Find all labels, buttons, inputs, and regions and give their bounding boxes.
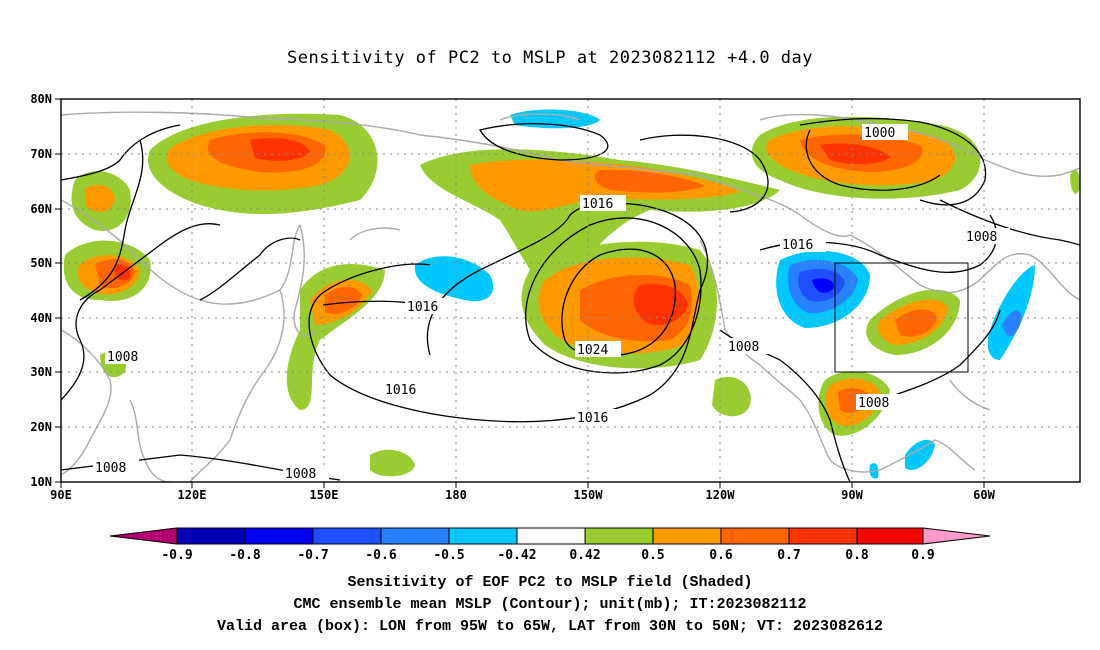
longitude-labels: 90E 120E 150E 180 150W 120W 90W 60W bbox=[50, 488, 995, 502]
caption-contour: CMC ensemble mean MSLP (Contour); unit(m… bbox=[293, 596, 807, 613]
contour-label: 1000 bbox=[864, 126, 895, 141]
lat-label: 40N bbox=[30, 311, 52, 325]
colorbar bbox=[109, 527, 991, 545]
caption-shading: Sensitivity of EOF PC2 to MSLP field (Sh… bbox=[347, 574, 753, 591]
contour-label: 1016 bbox=[385, 383, 416, 398]
colorbar-swatch bbox=[584, 527, 654, 545]
lon-label: 60W bbox=[973, 488, 995, 502]
contour-label: 1008 bbox=[966, 230, 997, 245]
contour-label: 1008 bbox=[95, 461, 126, 476]
lat-label: 10N bbox=[30, 475, 52, 489]
colorbar-label: 0.6 bbox=[709, 548, 733, 563]
map-frame bbox=[60, 98, 1081, 483]
colorbar-left-arrow bbox=[109, 527, 178, 545]
colorbar-label: -0.7 bbox=[297, 548, 328, 563]
lon-label: 150W bbox=[574, 488, 604, 502]
negative-sensitivity-shading bbox=[414, 109, 1035, 479]
colorbar-swatch bbox=[516, 527, 586, 545]
colorbar-swatch bbox=[380, 527, 450, 545]
colorbar-swatch bbox=[720, 527, 790, 545]
colorbar-labels: -0.9 -0.8 -0.7 -0.6 -0.5 -0.42 0.42 0.5 … bbox=[161, 548, 934, 563]
lat-label: 30N bbox=[30, 365, 52, 379]
lat-label: 20N bbox=[30, 420, 52, 434]
latitude-labels: 80N 70N 60N 50N 40N 30N 20N 10N bbox=[30, 92, 52, 489]
colorbar-label: -0.9 bbox=[161, 548, 192, 563]
colorbar-swatch bbox=[448, 527, 518, 545]
lon-label: 120W bbox=[706, 488, 736, 502]
lat-label: 80N bbox=[30, 92, 52, 106]
caption-valid-area: Valid area (box): LON from 95W to 65W, L… bbox=[216, 618, 884, 635]
colorbar-right-arrow bbox=[922, 527, 991, 545]
lon-label: 180 bbox=[445, 488, 467, 502]
colorbar-label: -0.8 bbox=[229, 548, 260, 563]
contour-label: 1008 bbox=[728, 340, 759, 355]
valid-area-box bbox=[834, 262, 969, 373]
lon-label: 120E bbox=[178, 488, 207, 502]
colorbar-label: 0.5 bbox=[641, 548, 664, 563]
graticule bbox=[61, 99, 1080, 482]
colorbar-swatch bbox=[652, 527, 722, 545]
contour-label: 1024 bbox=[577, 343, 608, 358]
lon-label: 90E bbox=[50, 488, 72, 502]
colorbar-swatch bbox=[312, 527, 382, 545]
colorbar-label: -0.5 bbox=[433, 548, 464, 563]
contour-label: 1008 bbox=[107, 350, 138, 365]
high-sensitivity-shading bbox=[114, 138, 890, 326]
colorbar-label: -0.6 bbox=[365, 548, 396, 563]
colorbar-swatch bbox=[788, 527, 858, 545]
contour-label: 1016 bbox=[582, 197, 613, 212]
colorbar-label: 0.42 bbox=[569, 548, 600, 563]
colorbar-label: 0.7 bbox=[777, 548, 800, 563]
colorbar-label: 0.9 bbox=[911, 548, 934, 563]
lon-label: 150E bbox=[310, 488, 339, 502]
lon-label: 90W bbox=[841, 488, 863, 502]
lat-label: 60N bbox=[30, 202, 52, 216]
colorbar-swatch bbox=[176, 527, 246, 545]
contour-label: 1016 bbox=[407, 300, 438, 315]
contour-label: 1008 bbox=[285, 467, 316, 482]
lat-label: 50N bbox=[30, 256, 52, 270]
lat-label: 70N bbox=[30, 147, 52, 161]
colorbar-swatch bbox=[244, 527, 314, 545]
map-title: Sensitivity of PC2 to MSLP at 2023082112… bbox=[286, 48, 813, 68]
contour-labels: 1000 1016 1008 1016 1008 1016 1024 1008 … bbox=[93, 124, 1010, 482]
contour-label: 1008 bbox=[858, 396, 889, 411]
contour-label: 1016 bbox=[577, 411, 608, 426]
colorbar-label: -0.42 bbox=[497, 548, 536, 563]
colorbar-swatch bbox=[856, 527, 924, 545]
contour-label: 1016 bbox=[782, 238, 813, 253]
axis-ticks bbox=[55, 98, 985, 488]
colorbar-label: 0.8 bbox=[845, 548, 869, 563]
coastlines bbox=[61, 111, 1080, 482]
caption-block: Sensitivity of EOF PC2 to MSLP field (Sh… bbox=[0, 572, 1100, 638]
